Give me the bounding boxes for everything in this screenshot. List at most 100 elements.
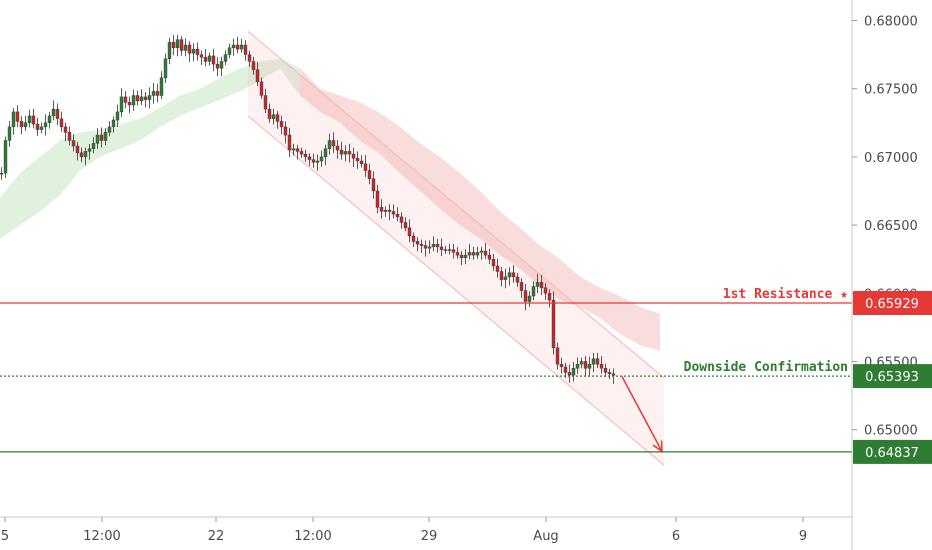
candle-up bbox=[91, 142, 96, 149]
cloud-bearish-area bbox=[300, 68, 660, 351]
candle-down bbox=[311, 159, 316, 163]
candle-down bbox=[491, 259, 496, 267]
candle-down bbox=[511, 272, 516, 278]
price-tag-text-0: 0.65929 bbox=[865, 297, 919, 312]
y-tick-label: 0.67500 bbox=[864, 83, 918, 98]
candle-down bbox=[19, 121, 24, 128]
candle-down bbox=[611, 373, 616, 376]
candle-up bbox=[427, 246, 432, 249]
candle-up bbox=[579, 361, 584, 365]
candle-up bbox=[39, 126, 44, 130]
candle-down bbox=[155, 91, 160, 96]
x-tick-label: 12:00 bbox=[294, 529, 331, 544]
candle-up bbox=[291, 148, 296, 151]
candle-up bbox=[163, 58, 168, 79]
candle-down bbox=[399, 216, 404, 223]
candle-down bbox=[551, 299, 556, 349]
candle-down bbox=[199, 54, 204, 58]
candle-up bbox=[183, 44, 188, 51]
candle-down bbox=[375, 190, 380, 208]
candle-down bbox=[411, 235, 416, 242]
price-tag-1 bbox=[853, 364, 932, 389]
candle-up bbox=[227, 47, 232, 55]
candle-down bbox=[451, 249, 456, 253]
price-tag-text-1: 0.65393 bbox=[865, 370, 919, 385]
candle-down bbox=[599, 364, 604, 369]
candle-down bbox=[55, 108, 60, 119]
candle-down bbox=[247, 54, 252, 62]
candle-up bbox=[575, 364, 580, 369]
candle-down bbox=[215, 63, 220, 69]
candle-down bbox=[403, 222, 408, 229]
candle-up bbox=[327, 140, 332, 149]
candle-up bbox=[443, 249, 448, 251]
candle-down bbox=[379, 207, 384, 212]
candle-up bbox=[535, 282, 540, 287]
candle-up bbox=[43, 122, 48, 128]
candle-up bbox=[139, 96, 144, 102]
candle-down bbox=[407, 227, 412, 237]
x-tick-label: 6 bbox=[672, 529, 680, 544]
candle-down bbox=[267, 108, 272, 119]
price-tag-0 bbox=[853, 291, 932, 315]
candle-down bbox=[395, 213, 400, 218]
candle-up bbox=[271, 114, 276, 119]
candle-down bbox=[203, 57, 208, 62]
projection-arrow bbox=[621, 376, 663, 454]
y-tick-label: 0.66500 bbox=[864, 219, 918, 234]
candle-down bbox=[99, 134, 104, 141]
channel-upper-line bbox=[247, 30, 665, 379]
x-tick-label: Aug bbox=[533, 529, 558, 544]
price-tag-2 bbox=[853, 439, 932, 464]
y-tick-label: 0.68000 bbox=[864, 15, 918, 30]
candle-up bbox=[11, 111, 16, 128]
candle-down bbox=[363, 163, 368, 171]
y-tick-label: 0.65000 bbox=[864, 424, 918, 439]
y-tick-label: 0.67000 bbox=[864, 151, 918, 166]
candle-up bbox=[475, 252, 480, 256]
candle-down bbox=[187, 44, 192, 54]
candle-up bbox=[111, 119, 116, 128]
price-tag-text-2: 0.64837 bbox=[865, 446, 919, 461]
candle-up bbox=[147, 95, 152, 100]
candle-down bbox=[603, 368, 608, 373]
candle-down bbox=[391, 211, 396, 215]
candle-down bbox=[523, 290, 528, 302]
x-tick-label: 29 bbox=[421, 529, 438, 544]
candle-down bbox=[263, 95, 268, 110]
candlestick-series bbox=[0, 34, 616, 384]
candle-down bbox=[351, 153, 356, 159]
candle-down bbox=[439, 246, 444, 250]
channel-lower-line bbox=[247, 115, 665, 466]
candle-up bbox=[7, 126, 12, 141]
level-label-0: 1st Resistance ★ bbox=[723, 287, 848, 302]
candle-down bbox=[459, 254, 464, 259]
candle-down bbox=[539, 282, 544, 289]
candle-down bbox=[371, 178, 376, 192]
candle-down bbox=[419, 243, 424, 246]
candle-down bbox=[171, 42, 176, 48]
candle-down bbox=[339, 149, 344, 155]
candle-up bbox=[115, 111, 120, 121]
candle-up bbox=[87, 148, 92, 152]
time-axis[interactable]: 5 12:00 22 12:00 29 Aug 6 9 bbox=[1, 517, 807, 544]
price-tags: 0.65929 0.65393 0.64837 bbox=[853, 291, 932, 464]
candle-down bbox=[515, 276, 520, 283]
candle-up bbox=[175, 39, 180, 48]
candle-down bbox=[255, 69, 260, 83]
candle-down bbox=[555, 347, 560, 365]
candle-down bbox=[31, 115, 36, 125]
candle-up bbox=[107, 126, 112, 133]
candle-down bbox=[299, 151, 304, 155]
candle-down bbox=[307, 156, 312, 160]
candle-down bbox=[347, 151, 352, 155]
candle-down bbox=[67, 132, 72, 141]
candle-down bbox=[335, 145, 340, 151]
candle-up bbox=[319, 156, 324, 162]
candle-down bbox=[303, 153, 308, 158]
candle-up bbox=[119, 96, 124, 113]
candle-up bbox=[239, 44, 244, 50]
candle-up bbox=[587, 364, 592, 369]
x-tick-label: 12:00 bbox=[83, 529, 120, 544]
candle-down bbox=[63, 126, 68, 133]
